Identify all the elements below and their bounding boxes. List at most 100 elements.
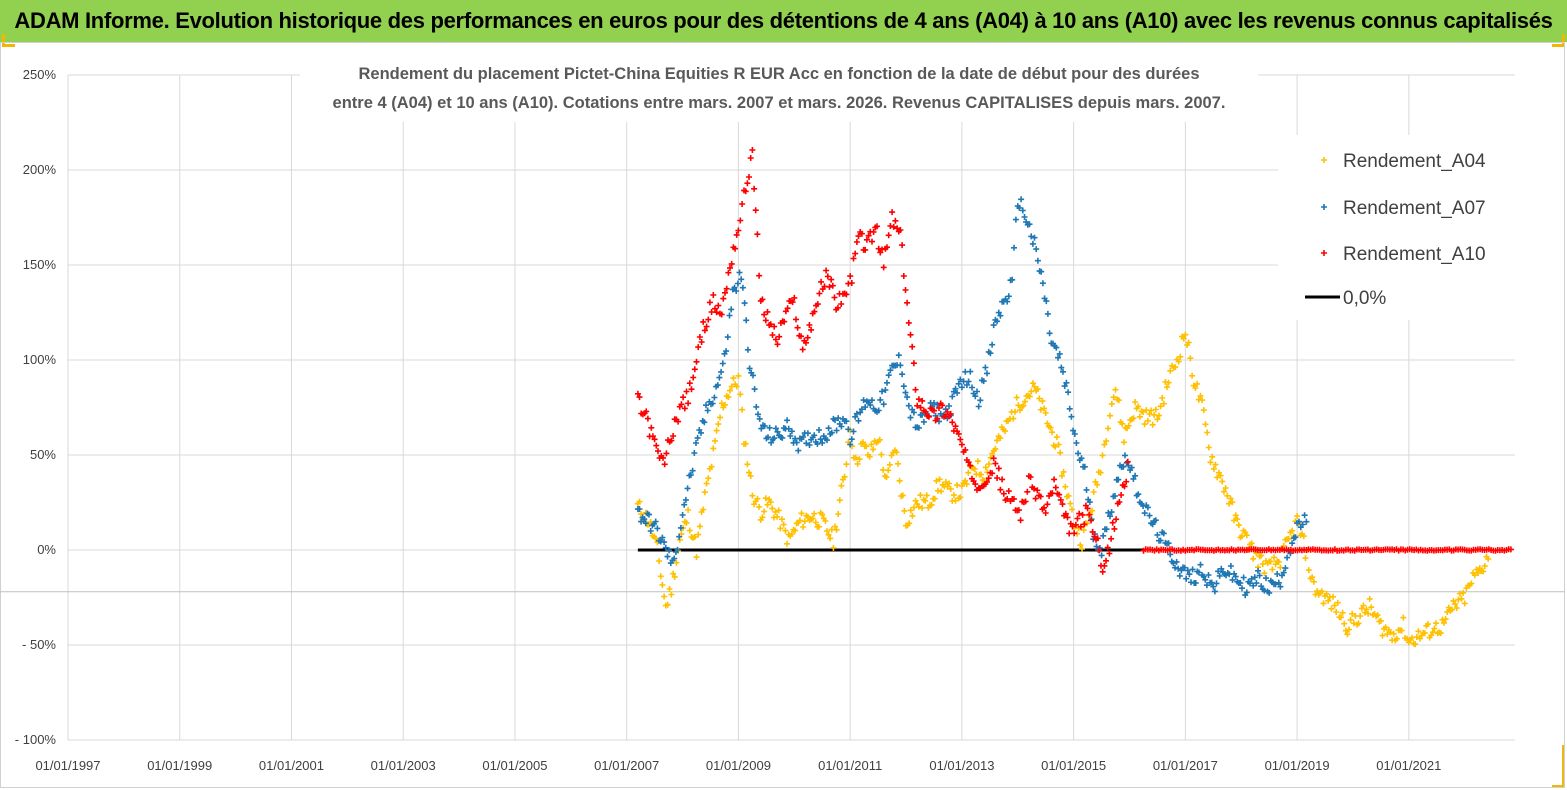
a04-point (1224, 492, 1231, 499)
a07-point (1098, 552, 1105, 559)
a04-point (1115, 397, 1122, 404)
a10-point (1076, 510, 1083, 517)
a10-point (722, 289, 728, 296)
a07-point (1160, 530, 1167, 537)
a04-point (885, 467, 892, 474)
a04-point (1214, 474, 1221, 481)
a07-point (1004, 298, 1011, 305)
a04-point (838, 482, 845, 489)
a07-point (1019, 207, 1026, 214)
a04-point (739, 406, 746, 413)
a10-point (754, 231, 761, 238)
a10-point (1101, 562, 1108, 569)
a04-point (767, 499, 774, 506)
a07-point (716, 374, 723, 381)
a04-point (1189, 372, 1196, 379)
a10-point (769, 332, 776, 338)
a10-point (688, 386, 695, 393)
a10-point (752, 207, 759, 214)
a10-point (696, 334, 703, 340)
legend-marker-2 (1321, 204, 1327, 210)
a04-point (912, 497, 919, 504)
a04-point (1294, 513, 1301, 520)
a07-point (963, 382, 970, 388)
a07-point (819, 439, 826, 446)
a04-point (1269, 566, 1276, 573)
a07-point (1282, 565, 1289, 572)
a07-point (1122, 452, 1128, 459)
a04-point (1065, 492, 1072, 499)
a04-point (1347, 616, 1354, 623)
a07-point (1070, 427, 1077, 434)
a10-point (1064, 514, 1071, 521)
a10-point (965, 459, 972, 466)
a04-point (1058, 472, 1065, 479)
a07-point (1065, 389, 1072, 396)
a10-point (732, 245, 739, 252)
a07-point (1250, 582, 1257, 589)
a10-point (1052, 484, 1059, 491)
a10-point (962, 446, 969, 453)
a04-point (1017, 407, 1023, 414)
a04-point (936, 476, 943, 483)
a07-point (638, 518, 645, 525)
a07-point (1292, 534, 1299, 541)
a04-point (1226, 500, 1232, 507)
a04-point (718, 400, 725, 407)
a07-point (1083, 486, 1090, 493)
a04-point (824, 528, 830, 534)
a07-point (984, 370, 990, 377)
a04-point (974, 458, 981, 465)
report-title: ADAM Informe. Evolution historique des p… (14, 8, 1553, 33)
a07-point (765, 434, 771, 441)
a04-point (1441, 619, 1447, 626)
a10-point (967, 462, 974, 469)
a07-point (1107, 513, 1113, 520)
a04-point (1130, 415, 1137, 422)
a04-point (1258, 552, 1265, 559)
a04-point (1197, 392, 1204, 399)
a04-point (1164, 384, 1170, 391)
a04-point (1079, 546, 1085, 552)
a07-point (919, 411, 926, 418)
a07-point (1039, 280, 1046, 287)
a10-point (701, 327, 708, 334)
a07-point (664, 553, 671, 560)
a04-point (1080, 527, 1087, 534)
a10-point (1056, 491, 1063, 498)
a07-point (989, 341, 996, 348)
a04-point (952, 497, 959, 504)
a07-point (955, 380, 962, 387)
a07-point (674, 546, 681, 553)
a04-point (1412, 641, 1419, 648)
a04-point (1360, 602, 1367, 609)
a04-point (1468, 580, 1475, 587)
a07-point (724, 334, 731, 341)
a07-point (726, 312, 733, 319)
a10-point (897, 227, 904, 233)
a04-point (695, 531, 702, 538)
a07-point (1033, 246, 1040, 253)
a07-point (1299, 521, 1306, 528)
a04-point (1167, 367, 1174, 374)
a04-point (944, 483, 951, 490)
a07-point (1130, 475, 1137, 482)
a07-point (838, 423, 845, 430)
a04-point (1175, 358, 1182, 365)
a10-point (914, 402, 921, 409)
a10-point (917, 404, 924, 411)
y-tick-label: - 50% (22, 637, 56, 652)
a04-point (683, 519, 690, 526)
a10-point (698, 339, 705, 345)
a07-point (785, 425, 792, 432)
a10-point (789, 299, 796, 306)
a07-point (693, 440, 699, 446)
a07-point (1112, 493, 1118, 499)
a07-point (997, 312, 1004, 319)
grid-lines (0, 74, 1565, 741)
y-tick-label: 50% (30, 447, 56, 462)
a10-point (1108, 535, 1115, 542)
a10-point (644, 415, 651, 422)
a04-point (1481, 563, 1488, 570)
a04-point (915, 503, 922, 510)
